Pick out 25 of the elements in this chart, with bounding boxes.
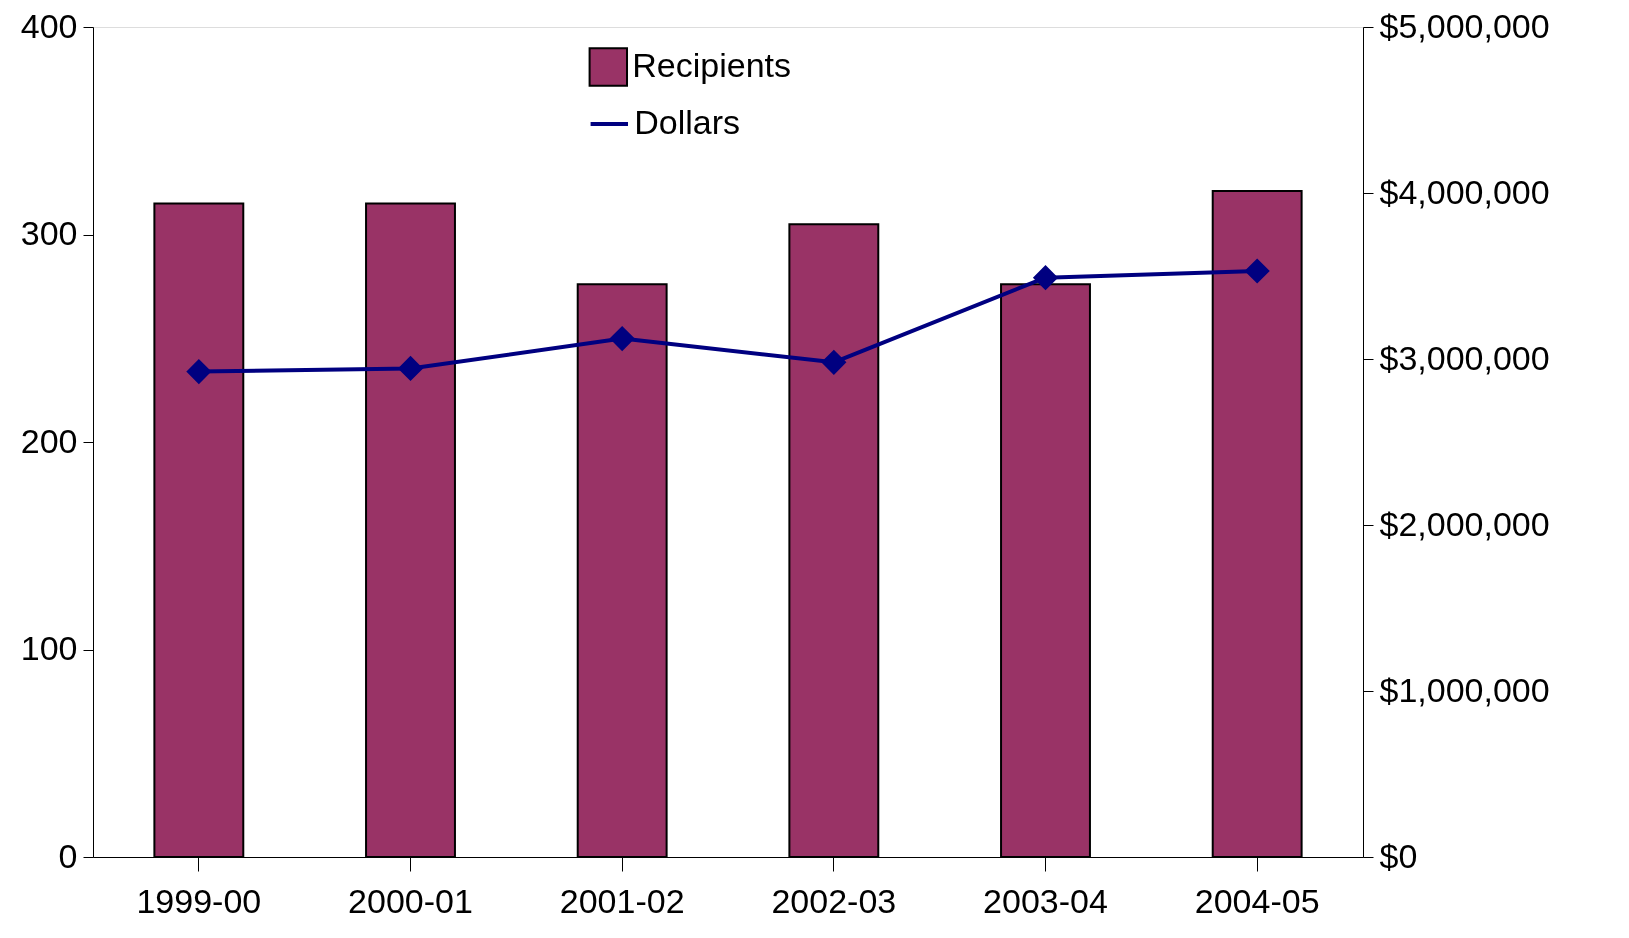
y-tick-label: 0 — [58, 836, 78, 875]
point — [398, 356, 423, 381]
y2-tick-label: $5,000,000 — [1379, 6, 1550, 45]
y-tick-label: 200 — [20, 421, 78, 460]
y-tick-label: 300 — [20, 214, 78, 252]
x-tick-label: 2002-03 — [771, 881, 897, 920]
point — [1033, 265, 1058, 290]
point — [1244, 258, 1270, 284]
x-tick-label: 2004-05 — [1194, 881, 1320, 920]
x-tick-label: 2003-04 — [983, 881, 1108, 920]
x-tick-label: 1999-00 — [136, 881, 262, 920]
point — [186, 359, 212, 384]
y-tick-label: 100 — [20, 629, 78, 667]
y2-tick-label: $3,000,000 — [1379, 338, 1550, 377]
y2-tick-label: $1,000,000 — [1379, 670, 1550, 709]
y2-tick-label: $4,000,000 — [1379, 172, 1550, 211]
x-tick-label: 2000-01 — [348, 881, 473, 920]
y-tick-label: 400 — [20, 6, 78, 45]
point — [821, 350, 847, 375]
y2-tick-label: $2,000,000 — [1379, 504, 1550, 543]
legend-label: Dollars — [634, 103, 741, 141]
point — [609, 326, 635, 351]
x-tick-label: 2001-02 — [559, 881, 685, 920]
legend-label: Recipients — [632, 46, 792, 84]
y2-tick-label: $0 — [1379, 836, 1418, 875]
